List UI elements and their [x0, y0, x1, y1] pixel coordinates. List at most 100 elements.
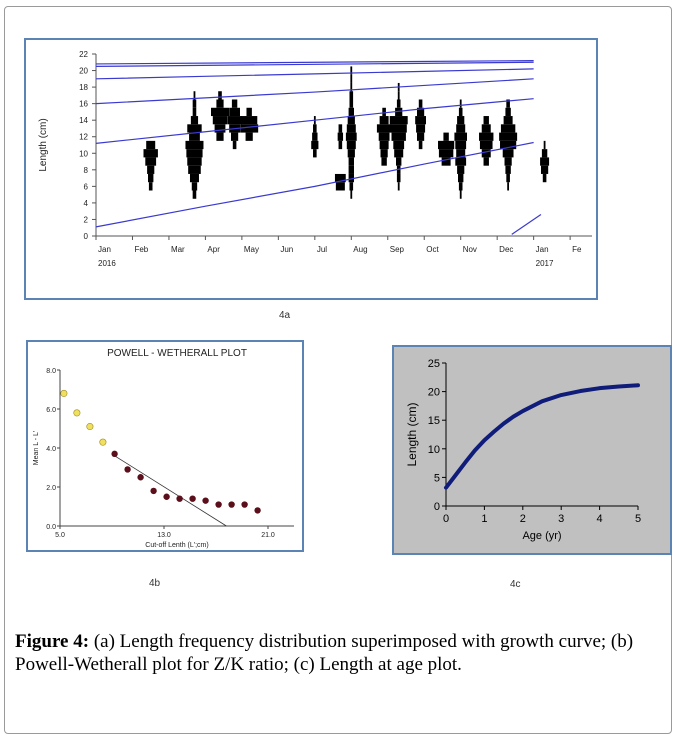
y-tick-label: 22 — [79, 50, 88, 59]
panel-label-4c: 4c — [510, 579, 521, 590]
x-tick-label: Jul — [317, 245, 327, 254]
x-tick-label: Aug — [353, 245, 367, 254]
frequency-bar — [500, 124, 516, 133]
frequency-bar — [380, 149, 388, 158]
frequency-bar — [148, 182, 153, 191]
excluded-point — [60, 389, 68, 397]
frequency-bar — [349, 99, 354, 108]
x-tick-label: 5.0 — [55, 532, 65, 539]
x-tick-label: 3 — [558, 513, 564, 525]
regression-point — [189, 495, 196, 502]
frequency-bar — [397, 182, 400, 191]
frequency-bar — [338, 124, 343, 133]
regression-point — [137, 474, 144, 481]
frequency-bar — [543, 140, 546, 150]
y-tick-label: 0 — [434, 501, 440, 513]
growth-curve — [95, 98, 534, 144]
frequency-bar — [505, 165, 511, 174]
frequency-bar — [542, 173, 547, 183]
x-tick-label: Fe — [572, 245, 582, 254]
regression-point — [124, 466, 131, 473]
frequency-bar — [396, 157, 402, 166]
frequency-bar — [192, 190, 197, 199]
x-tick-label: Feb — [134, 245, 148, 254]
frequency-bar — [379, 116, 389, 125]
frequency-bar — [438, 149, 454, 158]
frequency-bar — [438, 140, 455, 150]
x-tick-label: 13.0 — [157, 532, 171, 539]
x-tick-label: Jun — [280, 245, 293, 254]
frequency-bar — [415, 116, 426, 125]
frequency-bar — [350, 74, 353, 83]
frequency-bar — [145, 157, 157, 166]
frequency-bar — [349, 91, 354, 100]
frequency-bar — [230, 132, 239, 141]
y-tick-label: 5 — [434, 472, 440, 484]
x-tick-label: Dec — [499, 245, 513, 254]
frequency-bar — [481, 124, 491, 133]
plot-background — [394, 347, 670, 553]
frequency-bar — [216, 132, 224, 141]
x-tick-label: 2 — [520, 513, 526, 525]
frequency-bar — [395, 107, 403, 117]
regression-point — [150, 487, 157, 495]
frequency-bar — [540, 157, 550, 166]
growth-curve — [95, 61, 534, 68]
frequency-bar — [245, 132, 253, 141]
x-tick-label: May — [244, 245, 259, 254]
frequency-bar — [479, 132, 494, 141]
x-tick-label: Nov — [463, 245, 477, 254]
frequency-bar — [211, 107, 229, 117]
growth-curve — [95, 78, 534, 105]
frequency-bar — [148, 173, 154, 183]
regression-point — [163, 493, 170, 500]
frequency-bar — [379, 140, 389, 150]
x-tick-label: 21.0 — [261, 532, 275, 539]
frequency-bar — [416, 107, 425, 117]
y-tick-label: 20 — [428, 387, 440, 399]
frequency-bar — [348, 107, 354, 117]
frequency-bar — [499, 132, 518, 141]
regression-point — [254, 507, 261, 514]
frequency-bar — [376, 124, 392, 133]
frequency-bar — [348, 157, 354, 166]
frequency-bar — [191, 182, 198, 191]
frequency-bar — [459, 190, 462, 199]
frequency-bar — [507, 182, 510, 191]
chart-title: POWELL - WETHERALL PLOT — [107, 348, 247, 359]
x-axis-title: Cut-off Lenth (L';cm) — [145, 542, 208, 549]
regression-point — [215, 501, 222, 508]
y-tick-label: 8.0 — [46, 368, 56, 375]
frequency-bar — [348, 165, 354, 174]
length-frequency-chart: 0 2 4 6 8 10 12 14 16 18 20 22 Jan Feb Mar Apr May Jun Jul… — [38, 50, 592, 268]
frequency-bar — [216, 99, 224, 108]
frequency-bar — [394, 149, 404, 158]
y-tick-label: 4.0 — [46, 446, 56, 453]
frequency-bar — [337, 132, 344, 141]
frequency-bar — [503, 116, 513, 125]
frequency-bar — [229, 107, 240, 117]
excluded-point — [73, 409, 81, 417]
frequency-bar — [346, 124, 356, 133]
x-tick-label: Oct — [426, 245, 439, 254]
y-tick-label: 15 — [428, 415, 440, 427]
frequency-bar — [454, 132, 468, 141]
frequency-bar — [540, 165, 549, 174]
x-tick-label: Apr — [207, 245, 220, 254]
growth-curve — [95, 68, 534, 80]
frequency-bar — [190, 116, 199, 125]
y-tick-label: 4 — [84, 199, 89, 208]
frequency-bar — [311, 140, 319, 150]
frequency-bar — [455, 140, 467, 150]
y-tick-label: 12 — [79, 133, 88, 142]
frequency-bar — [393, 140, 405, 150]
frequency-bar — [241, 116, 258, 125]
regression-point — [176, 495, 183, 502]
frequency-bar — [483, 116, 489, 125]
frequency-bar — [457, 116, 465, 125]
frequency-bar — [334, 173, 346, 183]
start-year-label: 2016 — [98, 259, 116, 268]
frequency-bar — [441, 157, 451, 166]
growth-curve — [511, 213, 542, 235]
length-at-age-chart: 0 5 10 15 20 25 0 1 2 3 4 5 Age (yr) Length (cm) — [394, 347, 670, 553]
